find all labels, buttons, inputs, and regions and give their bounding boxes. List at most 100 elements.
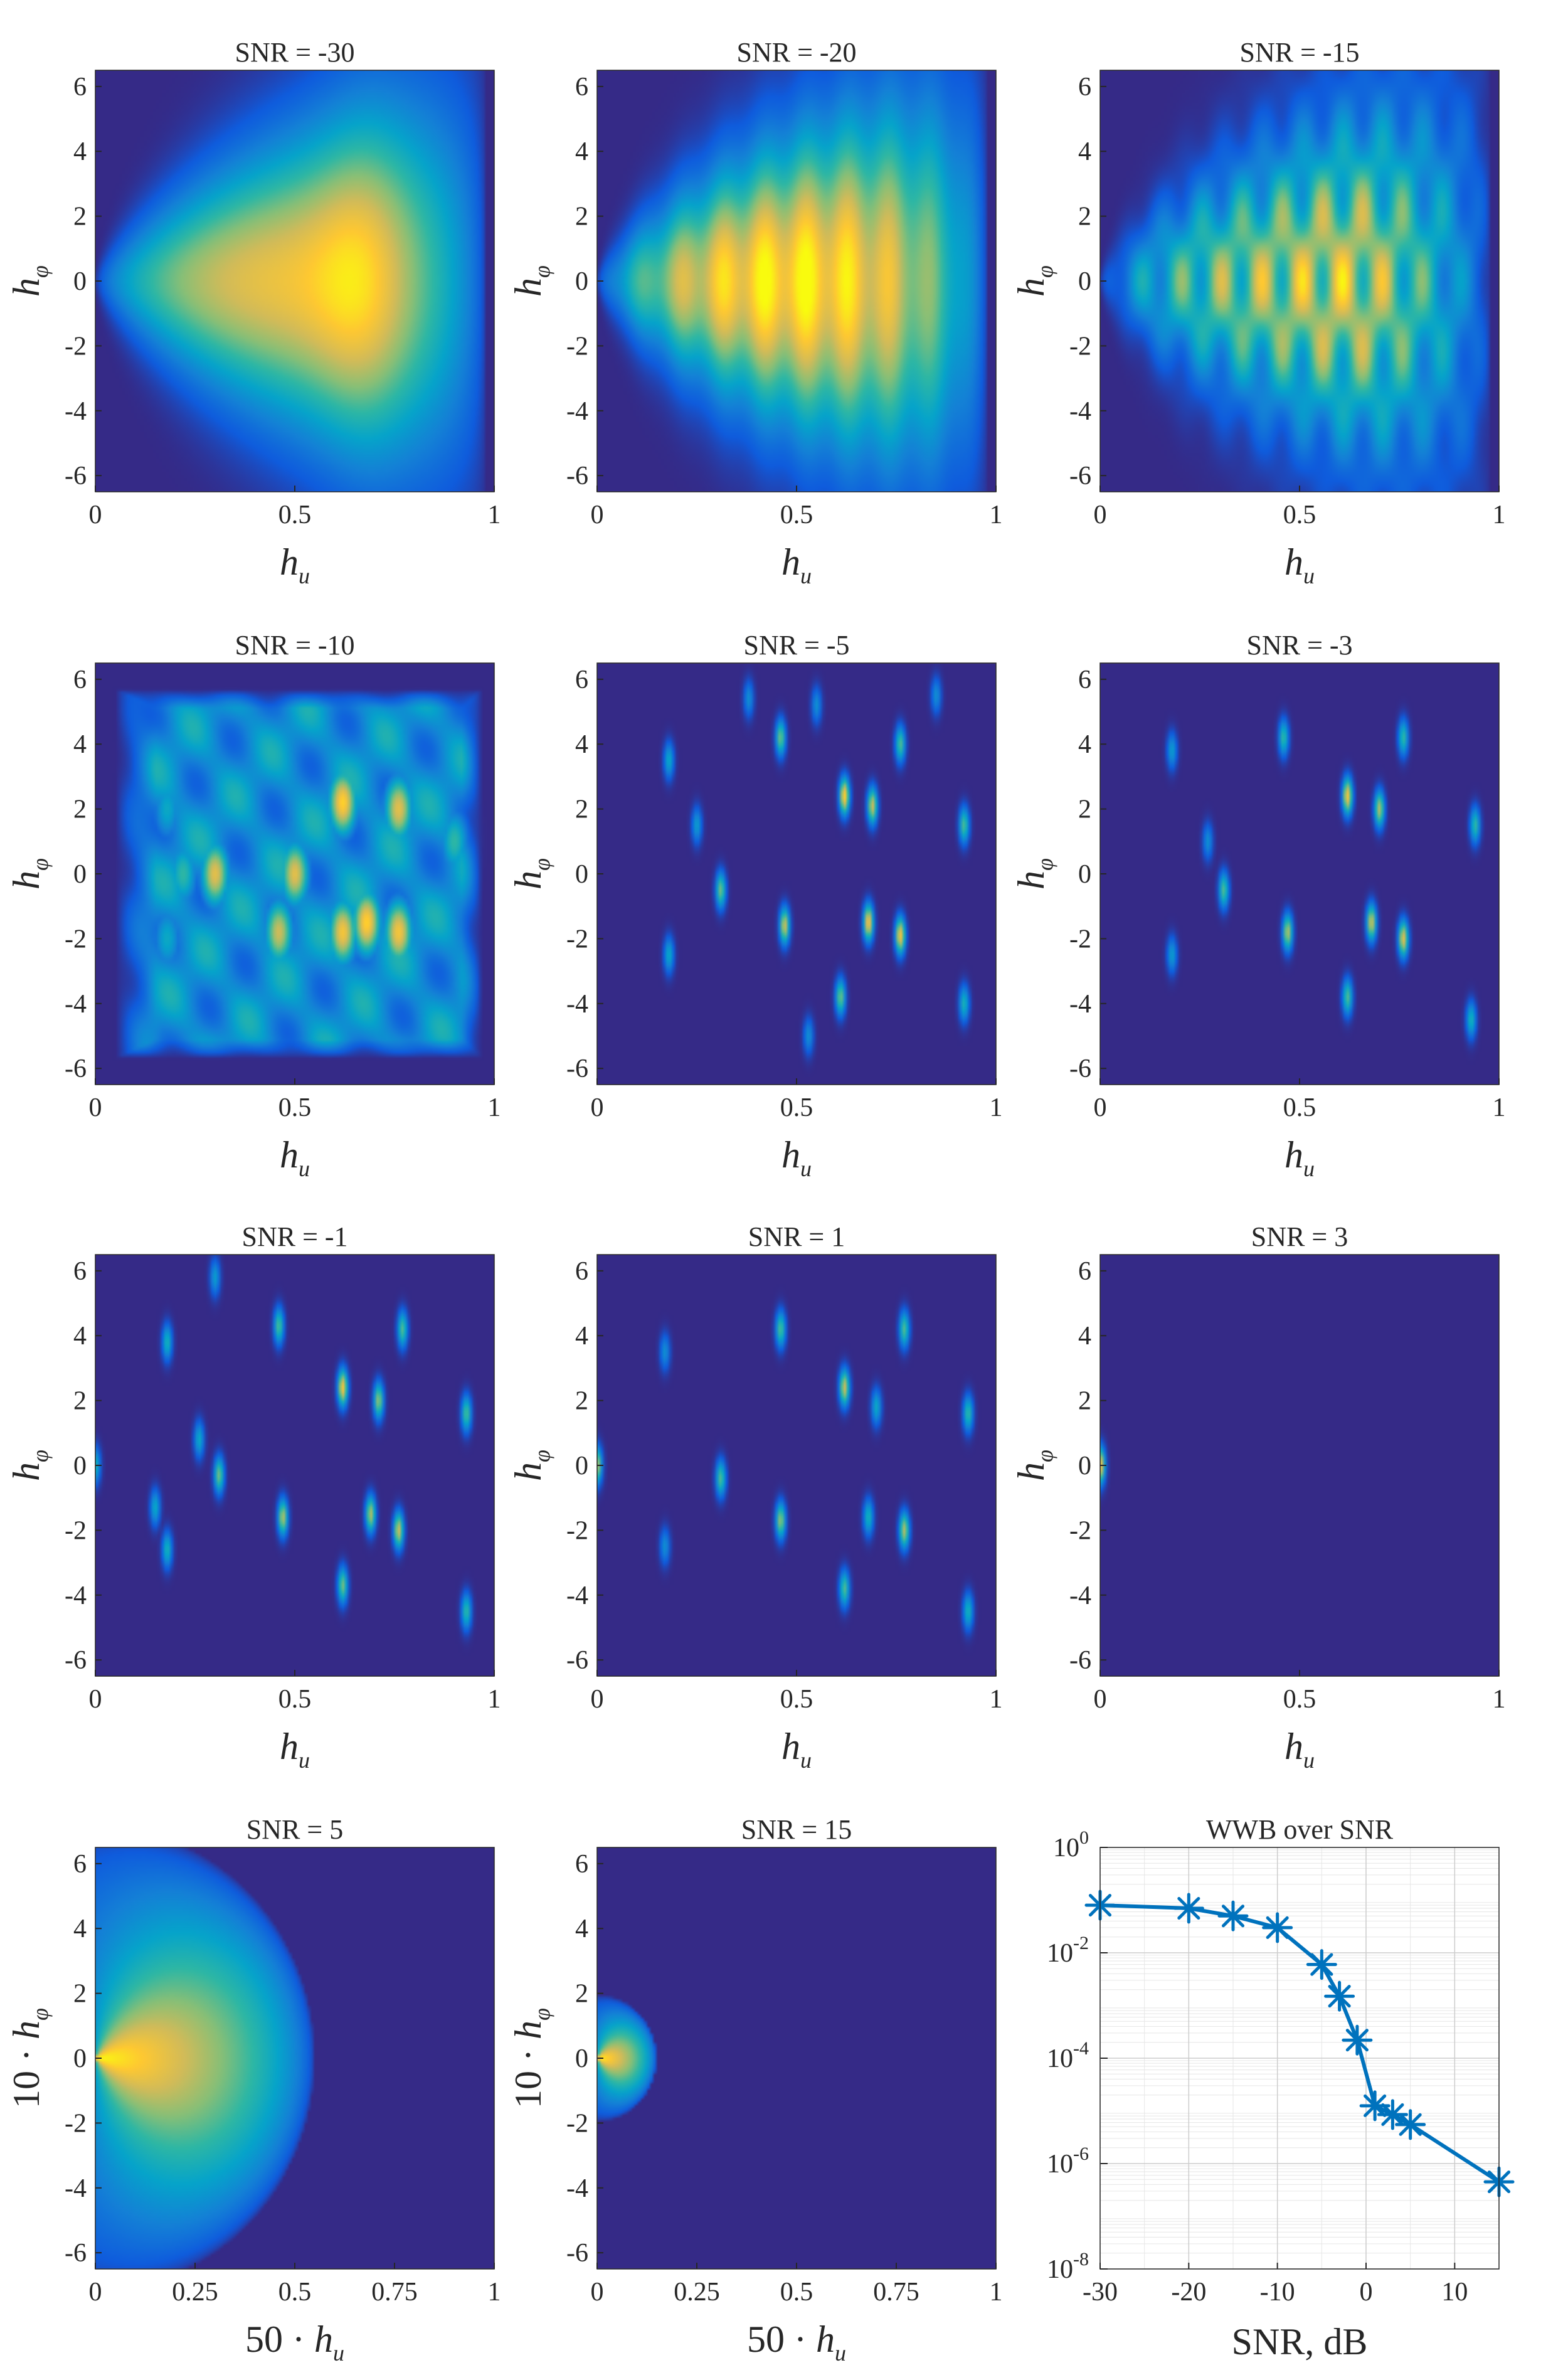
- heatmap-image: [1100, 663, 1499, 1085]
- x-tick-label: 1: [488, 1685, 501, 1714]
- y-tick-label: 4: [575, 137, 588, 166]
- y-tick-label: -6: [65, 1055, 87, 1083]
- y-tick-label: -4: [1069, 990, 1091, 1019]
- panel-snr-5: SNR = 5 0 0.25 0.5 0.75 1 -6 -4 -2 0 2 4 6 50 · hu 10 …: [6, 1814, 501, 2366]
- y-tick-label: 2: [73, 795, 87, 824]
- panel-title: SNR = 3: [1251, 1221, 1348, 1252]
- y-axis-label: hφ: [1010, 858, 1057, 890]
- panel-snr-3: SNR = 3 0 0.5 1 -6 -4 -2 0 2 4 6 hu hφ: [1010, 1221, 1506, 1773]
- y-tick-label: 0: [575, 1452, 588, 1480]
- y-tick-label: -6: [1069, 1646, 1091, 1675]
- x-axis-label: hu: [781, 541, 812, 588]
- panel-snr--30: SNR = -30 0 0.5 1 -6 -4 -2 0 2 4 6 hu hφ: [6, 37, 501, 588]
- x-tick-label: -30: [1083, 2278, 1118, 2307]
- heatmap-image: [597, 1847, 996, 2269]
- y-tick-label: -4: [65, 990, 87, 1019]
- y-axis-label: hφ: [6, 265, 53, 297]
- y-axis-label: hφ: [1010, 1450, 1057, 1481]
- y-tick-label: -4: [566, 397, 588, 426]
- y-tick-label: 2: [575, 203, 588, 231]
- y-tick-label: -6: [65, 1646, 87, 1675]
- y-tick-label: -2: [65, 2109, 87, 2138]
- data-point-marker: [1173, 1893, 1204, 1924]
- panel-snr--3: SNR = -3 0 0.5 1 -6 -4 -2 0 2 4 6 hu hφ: [1010, 630, 1506, 1181]
- y-tick-label: 6: [575, 1257, 588, 1286]
- data-point-marker: [1395, 2109, 1426, 2140]
- data-point-marker: [1359, 2090, 1391, 2122]
- y-tick-label: -4: [1069, 1581, 1091, 1610]
- x-tick-label: 0.5: [780, 1685, 813, 1714]
- y-tick-label: 6: [73, 73, 87, 102]
- x-axis-label: SNR, dB: [1232, 2321, 1368, 2362]
- panel-snr--15: SNR = -15 0 0.5 1 -6 -4 -2 0 2 4 6 hu hφ: [1010, 37, 1506, 588]
- x-axis-label: hu: [280, 1134, 310, 1181]
- y-tick-label: -4: [566, 1581, 588, 1610]
- axes-frame: [596, 1847, 997, 2270]
- x-tick-label: 0: [89, 501, 102, 529]
- panel-title: SNR = -15: [1239, 37, 1359, 68]
- heatmap-image: [95, 1255, 494, 1676]
- y-tick-label: 2: [73, 1387, 87, 1416]
- panel-title: SNR = -10: [235, 630, 354, 661]
- heatmap-image: [597, 663, 996, 1085]
- y-tick-label: -4: [1069, 397, 1091, 426]
- x-tick-label: 0.5: [278, 1093, 312, 1122]
- y-tick-label: 10-4: [1047, 2038, 1089, 2073]
- y-tick-label: 4: [575, 1915, 588, 1943]
- x-axis-label: hu: [1285, 1726, 1315, 1773]
- x-tick-label: 1: [488, 2278, 501, 2307]
- y-tick-label: 0: [575, 860, 588, 889]
- x-axis-label: hu: [781, 1134, 812, 1181]
- axes-frame: [1099, 1847, 1500, 2270]
- panel-snr--10: SNR = -10 0 0.5 1 -6 -4 -2 0 2 4 6 hu hφ: [6, 630, 501, 1181]
- y-tick-label: 2: [1078, 1387, 1091, 1416]
- y-tick-label: -4: [65, 2174, 87, 2203]
- y-tick-label: 6: [1078, 1257, 1091, 1286]
- x-tick-label: 0: [1094, 1093, 1107, 1122]
- x-tick-label: 1: [488, 501, 501, 529]
- y-tick-label: 6: [73, 1850, 87, 1879]
- x-tick-label: 0: [591, 2278, 604, 2307]
- panel-title: SNR = -5: [743, 630, 849, 661]
- y-tick-label: 0: [73, 2044, 87, 2073]
- y-tick-label: -6: [1069, 1055, 1091, 1083]
- x-tick-label: 0: [591, 1093, 604, 1122]
- y-tick-label: 2: [575, 795, 588, 824]
- y-tick-label: 0: [575, 2044, 588, 2073]
- panel-snr-1: SNR = 1 0 0.5 1 -6 -4 -2 0 2 4 6 hu hφ: [507, 1221, 1003, 1773]
- y-tick-label: 4: [73, 730, 87, 759]
- axes-frame: [95, 70, 495, 492]
- y-tick-label: -2: [1069, 332, 1091, 361]
- axes-frame: [596, 662, 997, 1085]
- heatmap-image: [95, 70, 494, 492]
- y-axis-label: hφ: [507, 858, 554, 890]
- y-tick-label: -4: [65, 397, 87, 426]
- x-tick-label: 0: [89, 1093, 102, 1122]
- panel-title: SNR = -3: [1246, 630, 1352, 661]
- axes-frame: [1099, 1254, 1500, 1677]
- x-tick-label: 1: [488, 1093, 501, 1122]
- y-axis-label: hφ: [6, 858, 53, 890]
- y-tick-label: -2: [65, 332, 87, 361]
- y-tick-label: 10-2: [1047, 1933, 1089, 1968]
- x-tick-label: 0.5: [780, 501, 813, 529]
- y-tick-label: 6: [73, 1257, 87, 1286]
- x-tick-label: 0: [1094, 1685, 1107, 1714]
- y-tick-label: -2: [1069, 925, 1091, 954]
- y-tick-label: 2: [73, 203, 87, 231]
- x-tick-label: 0: [591, 1685, 604, 1714]
- data-point-marker: [1306, 1949, 1337, 1980]
- y-tick-label: 0: [73, 1452, 87, 1480]
- data-point-marker: [1342, 2024, 1373, 2056]
- panel-title: WWB over SNR: [1206, 1814, 1394, 1845]
- heatmap-image: [95, 663, 494, 1085]
- y-tick-label: -6: [566, 462, 588, 491]
- y-tick-label: 10-8: [1047, 2249, 1089, 2284]
- y-tick-label: -2: [65, 925, 87, 954]
- data-point-marker: [1217, 1900, 1249, 1931]
- x-tick-label: 1: [990, 501, 1003, 529]
- y-tick-label: 0: [1078, 860, 1091, 889]
- y-tick-label: 4: [575, 730, 588, 759]
- x-axis-label: hu: [1285, 541, 1315, 588]
- y-tick-label: -6: [566, 1055, 588, 1083]
